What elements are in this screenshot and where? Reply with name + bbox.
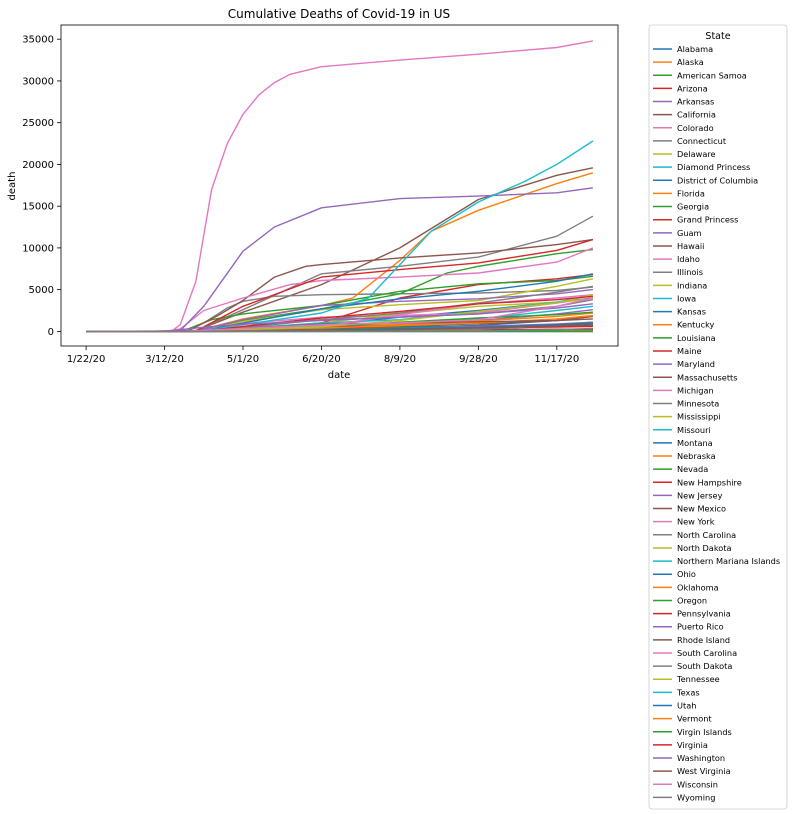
y-axis: 0 5000 10000 15000 20000 25000 30000 35000 — [22, 35, 61, 338]
legend-entry-label: Nebraska — [677, 451, 716, 461]
legend-entry-label: Utah — [677, 701, 696, 711]
legend-entry-label: South Dakota — [677, 661, 732, 671]
legend-entry-label: Massachusetts — [677, 372, 738, 382]
legend-entry-label: Delaware — [677, 149, 716, 159]
legend-entry-label: Alaska — [677, 57, 704, 67]
legend: State Alabama Alaska American Samoa Arizona… — [648, 24, 788, 810]
x-tick-label: 8/9/20 — [384, 354, 416, 365]
legend-entry-label: Idaho — [677, 254, 700, 264]
legend-entry-label: Rhode Island — [677, 635, 730, 645]
legend-entry-label: Maryland — [677, 359, 715, 369]
legend-entry-label: Virginia — [677, 740, 708, 750]
legend-box — [648, 24, 788, 810]
legend-entry-label: New Mexico — [677, 504, 726, 514]
y-tick-label: 25000 — [22, 118, 54, 129]
legend-entry-label: North Carolina — [677, 530, 736, 540]
legend-entry-label: Northern Mariana Islands — [677, 556, 780, 566]
y-tick-label: 35000 — [22, 35, 54, 46]
legend-entry-label: Connecticut — [677, 136, 727, 146]
legend-entry-label: Tennessee — [676, 674, 720, 684]
legend-entry-label: Michigan — [677, 385, 714, 395]
legend-entry-label: South Carolina — [677, 648, 737, 658]
legend-entry-label: Kansas — [677, 307, 706, 317]
legend-entry-label: Guam — [677, 228, 702, 238]
legend-entry-label: Oklahoma — [677, 582, 719, 592]
series-line-wyoming — [86, 327, 593, 333]
y-tick-label: 30000 — [22, 76, 54, 87]
legend-entry-label: New York — [677, 517, 715, 527]
chart-title: Cumulative Deaths of Covid-19 in US — [228, 7, 450, 21]
legend-entry-label: Pennsylvania — [677, 609, 731, 619]
legend-entry-label: Puerto Rico — [677, 622, 724, 632]
legend-entry-label: Iowa — [677, 293, 696, 303]
legend-entry-label: Washington — [677, 753, 725, 763]
x-tick-label: 6/20/20 — [302, 354, 341, 365]
x-axis-label: date — [328, 370, 351, 381]
x-axis: 1/22/20 3/12/20 5/1/20 6/20/20 8/9/20 9/28/20… — [67, 346, 579, 365]
y-tick-label: 5000 — [29, 285, 54, 296]
legend-entry-label: New Hampshire — [677, 477, 742, 487]
legend-entry-label: Grand Princess — [677, 215, 738, 225]
plot-frame — [60, 24, 619, 347]
series-line-new-york — [86, 40, 594, 333]
legend-entry-label: Virgin Islands — [677, 727, 732, 737]
legend-entry-label: Ohio — [677, 569, 696, 579]
legend-entry-label: Oregon — [677, 595, 707, 605]
legend-entry-label: Nevada — [677, 464, 708, 474]
legend-title: State — [705, 31, 730, 42]
legend-entry-label: West Virginia — [677, 766, 731, 776]
x-tick-label: 11/17/20 — [534, 354, 579, 365]
legend-entry-label: Hawaii — [677, 241, 704, 251]
x-tick-label: 1/22/20 — [67, 354, 106, 365]
legend-entries: Alabama Alaska American Samoa Arizona Arkans… — [653, 44, 780, 802]
legend-entry-label: Georgia — [677, 202, 709, 212]
legend-entry-label: Maine — [677, 346, 702, 356]
x-tick-label: 5/1/20 — [227, 354, 259, 365]
legend-entry-label: California — [677, 110, 716, 120]
legend-entry-label: Illinois — [677, 267, 703, 277]
legend-entry-label: Kentucky — [677, 320, 715, 330]
legend-entry-label: Wisconsin — [677, 779, 718, 789]
legend-entry-label: Indiana — [677, 280, 707, 290]
legend-entry-label: Louisiana — [677, 333, 716, 343]
legend-entry-label: Florida — [677, 188, 705, 198]
legend-entry-label: Arizona — [677, 83, 708, 93]
legend-entry-label: American Samoa — [677, 70, 747, 80]
legend-entry-label: Mississippi — [677, 412, 721, 422]
legend-entry-label: Arkansas — [677, 97, 714, 107]
legend-entry-label: Minnesota — [677, 399, 719, 409]
plot-area — [61, 25, 618, 346]
y-tick-label: 20000 — [22, 160, 54, 171]
y-tick-label: 0 — [48, 327, 54, 338]
legend-entry-label: Diamond Princess — [677, 162, 750, 172]
legend-entry-label: Alabama — [677, 44, 713, 54]
legend-entry-label: Missouri — [677, 425, 711, 435]
legend-entry-label: Vermont — [677, 714, 712, 724]
y-tick-label: 15000 — [22, 202, 54, 213]
legend-entry-label: North Dakota — [677, 543, 732, 553]
x-tick-label: 9/28/20 — [459, 354, 498, 365]
y-tick-label: 10000 — [22, 243, 54, 254]
legend-entry-label: New Jersey — [677, 490, 723, 500]
y-axis-label: death — [7, 172, 18, 201]
legend-entry-label: Colorado — [677, 123, 714, 133]
legend-entry-label: District of Columbia — [677, 175, 758, 185]
x-tick-label: 3/12/20 — [145, 354, 184, 365]
legend-entry-label: Texas — [676, 687, 700, 697]
legend-entry-label: Montana — [677, 438, 713, 448]
series-layer — [86, 40, 594, 333]
legend-entry-label: Wyoming — [677, 792, 715, 802]
